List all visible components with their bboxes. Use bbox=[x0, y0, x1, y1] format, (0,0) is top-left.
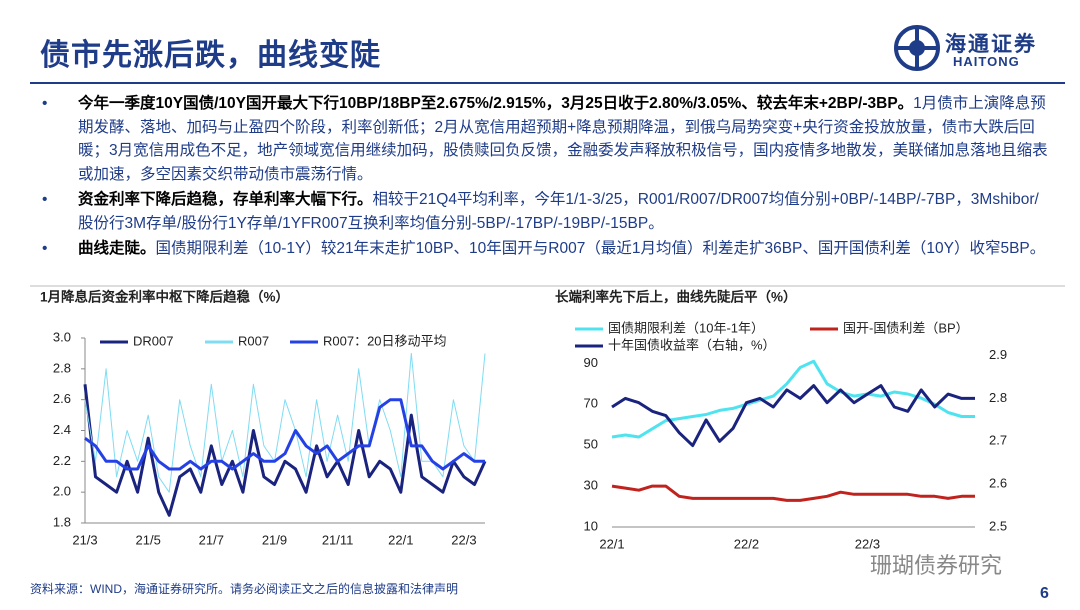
chart-title: 1月降息后资金利率中枢下降后趋稳（%） bbox=[40, 289, 289, 305]
watermark: 珊瑚债券研究 bbox=[870, 553, 1003, 578]
slide-title: 债市先涨后跌，曲线变陡 bbox=[40, 39, 381, 72]
series-line bbox=[611, 384, 975, 448]
y-tick-label: 3.0 bbox=[53, 329, 71, 344]
series-line bbox=[83, 384, 487, 517]
bullet-lead: 曲线走陡。 bbox=[78, 240, 156, 257]
legend-label: R007：20日移动平均 bbox=[323, 333, 447, 348]
bullet-lead: 今年一季度10Y国债/10Y国开最大下行10BP/18BP至2.675%/2.9… bbox=[78, 95, 914, 112]
y-tick-label: 50 bbox=[584, 437, 598, 452]
bullet-text: 国债期限利差（10-1Y）较21年末走扩10BP、10年国开与R007（最近1月… bbox=[155, 240, 1046, 257]
logo-cn: 海通证券 bbox=[945, 33, 1037, 56]
y-tick-label: 1.8 bbox=[53, 514, 71, 529]
bullet-list: 今年一季度10Y国债/10Y国开最大下行10BP/18BP至2.675%/2.9… bbox=[42, 92, 1052, 263]
y-tick-label: 2.4 bbox=[53, 422, 71, 437]
x-tick-label: 22/3 bbox=[855, 536, 880, 551]
bullet: 曲线走陡。国债期限利差（10-1Y）较21年末走扩10BP、10年国开与R007… bbox=[42, 237, 1052, 261]
y-tick-label: 2.8 bbox=[53, 360, 71, 375]
y-tick-label: 90 bbox=[584, 355, 598, 370]
logo-icon bbox=[894, 25, 940, 71]
series-line bbox=[611, 484, 975, 502]
y2-tick-label: 2.9 bbox=[989, 347, 1007, 362]
y-tick-label: 2.0 bbox=[53, 484, 71, 499]
x-tick-label: 22/1 bbox=[599, 536, 624, 551]
legend-label: 国开-国债利差（BP） bbox=[843, 320, 969, 335]
logo-en: HAITONG bbox=[953, 54, 1020, 69]
y-tick-label: 2.2 bbox=[53, 453, 71, 468]
logo: 海通证券 HAITONG bbox=[893, 24, 1063, 74]
legend-label: R007 bbox=[238, 333, 269, 348]
x-tick-label: 22/2 bbox=[734, 536, 759, 551]
legend-label: DR007 bbox=[133, 333, 173, 348]
y-tick-label: 70 bbox=[584, 396, 598, 411]
y-tick-label: 30 bbox=[584, 478, 598, 493]
x-tick-label: 21/11 bbox=[322, 532, 354, 547]
x-tick-label: 21/5 bbox=[136, 532, 161, 547]
series-line bbox=[84, 352, 486, 493]
x-tick-label: 21/7 bbox=[199, 532, 224, 547]
x-tick-label: 21/3 bbox=[72, 532, 97, 547]
bullet: 资金利率下降后趋稳，存单利率大幅下行。相较于21Q4平均利率，今年1/1-3/2… bbox=[42, 188, 1052, 235]
legend-label: 十年国债收益率（右轴，%） bbox=[608, 337, 776, 352]
y2-tick-label: 2.5 bbox=[989, 518, 1007, 533]
y-tick-label: 2.6 bbox=[53, 391, 71, 406]
y2-tick-label: 2.6 bbox=[989, 476, 1007, 491]
x-tick-label: 22/1 bbox=[388, 532, 413, 547]
chart-title: 长端利率先下后上，曲线先陡后平（%） bbox=[555, 289, 797, 305]
bullet-text: 1月债市上演降息预期发酵、落地、加码与止盈四个阶段，利率创新低；2月从宽信用超预… bbox=[78, 95, 1048, 183]
bullet-text: 相较于21Q4平均利率，今年1/1-3/25，R001/R007/DR007均值… bbox=[78, 191, 1039, 232]
legend-label: 国债期限利差（10年-1年） bbox=[608, 320, 764, 335]
y-tick-label: 10 bbox=[584, 518, 598, 533]
x-tick-label: 21/9 bbox=[262, 532, 287, 547]
bullet: 今年一季度10Y国债/10Y国开最大下行10BP/18BP至2.675%/2.9… bbox=[42, 92, 1052, 186]
source-note: 资料来源：WIND，海通证券研究所。请务必阅读正文之后的信息披露和法律声明 bbox=[30, 582, 458, 596]
title-rule bbox=[30, 82, 1065, 84]
page-number: 6 bbox=[1040, 585, 1049, 602]
y2-tick-label: 2.8 bbox=[989, 390, 1007, 405]
series-line bbox=[84, 398, 485, 471]
x-tick-label: 22/3 bbox=[451, 532, 476, 547]
y2-tick-label: 2.7 bbox=[989, 433, 1007, 448]
bullet-lead: 资金利率下降后趋稳，存单利率大幅下行。 bbox=[78, 191, 373, 208]
series-line bbox=[611, 359, 975, 439]
